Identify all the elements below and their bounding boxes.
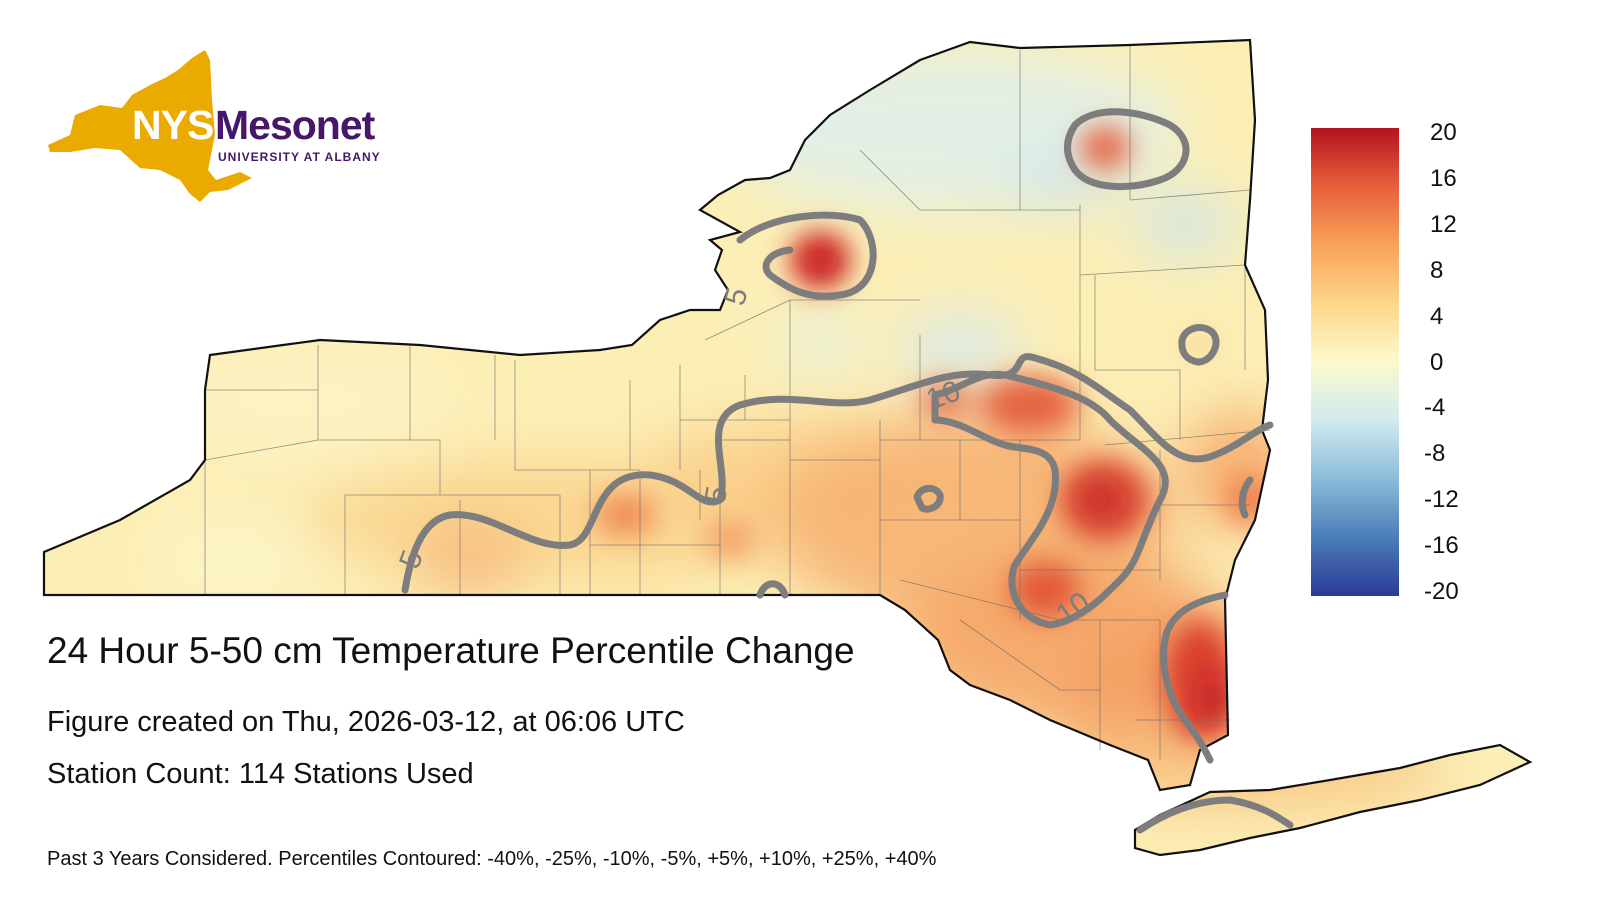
long-island-outline bbox=[1133, 743, 1533, 857]
colorbar-tick-label: -20 bbox=[1424, 578, 1459, 605]
colorbar-tick-label: 4 bbox=[1430, 302, 1444, 330]
contour-label: 5 bbox=[699, 484, 734, 506]
contour-5-loop-north bbox=[1064, 108, 1190, 191]
colorbar-tick-label: 12 bbox=[1430, 210, 1457, 238]
contour-10-east-edge bbox=[1238, 476, 1254, 519]
colorbar-tick-label: -12 bbox=[1424, 486, 1459, 514]
colorbar bbox=[1311, 128, 1399, 596]
contour-small-south bbox=[756, 580, 789, 599]
colorbar-tick-label: -4 bbox=[1424, 394, 1446, 422]
figure-title: 24 Hour 5-50 cm Temperature Percentile C… bbox=[47, 630, 855, 671]
colorbar-tick-label: -16 bbox=[1424, 532, 1459, 560]
footnote-text: Past 3 Years Considered. Percentiles Con… bbox=[47, 848, 937, 870]
contour-li bbox=[1136, 796, 1294, 834]
state-outline bbox=[42, 38, 1272, 792]
colorbar-tick-label: 8 bbox=[1430, 256, 1444, 284]
logo-nys-text: NYS bbox=[132, 102, 214, 148]
station-count-text: Station Count: 114 Stations Used bbox=[47, 758, 474, 790]
contour-5-loop-west bbox=[736, 211, 877, 300]
logo-mesonet-text: Mesonet bbox=[215, 102, 375, 148]
colorbar-tick-label: 20 bbox=[1430, 119, 1457, 146]
colorbar-tick-label: 0 bbox=[1430, 348, 1444, 376]
contour-5-loop-albany bbox=[1178, 324, 1220, 366]
figure-created-text: Figure created on Thu, 2026-03-12, at 06… bbox=[47, 706, 685, 738]
contour-5-main bbox=[401, 353, 1274, 594]
colorbar-tick-label: 16 bbox=[1430, 164, 1457, 192]
contour-5-loop-central bbox=[913, 485, 944, 513]
contour-10-east bbox=[931, 370, 1169, 629]
nys-mesonet-logo: NYS Mesonet UNIVERSITY AT ALBANY bbox=[40, 40, 400, 215]
contour-10-hudson bbox=[1160, 591, 1229, 764]
logo-university-text: UNIVERSITY AT ALBANY bbox=[218, 150, 381, 164]
ny-state-silhouette-icon bbox=[48, 50, 252, 202]
colorbar-tick-label: -8 bbox=[1424, 440, 1446, 468]
contour-lines bbox=[401, 108, 1294, 834]
